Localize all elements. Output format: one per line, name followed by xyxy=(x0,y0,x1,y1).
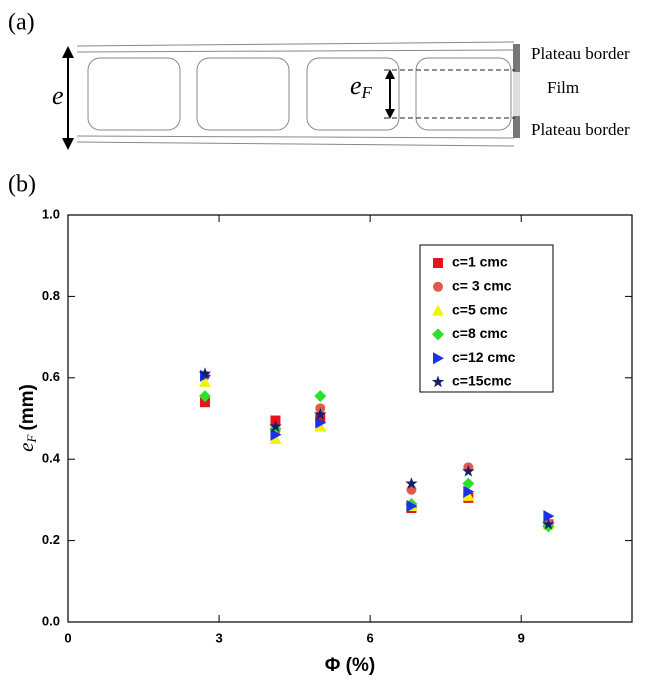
film-border xyxy=(76,41,515,47)
film-border xyxy=(76,49,515,53)
cell xyxy=(415,57,512,131)
point xyxy=(405,477,418,489)
y-axis-label: eF (mm) xyxy=(14,384,39,452)
point xyxy=(198,375,211,387)
symbol: e xyxy=(14,443,38,452)
point xyxy=(314,420,327,432)
legend-label: c=8 cmc xyxy=(452,325,508,341)
y-tick-label: 1.0 xyxy=(42,206,60,221)
diagram: (a) e eF Plateau border Film Plateau bor… xyxy=(8,10,630,150)
legend-label: c= 3 cmc xyxy=(452,278,512,294)
label: Film xyxy=(547,78,579,97)
y-tick-label: 0.4 xyxy=(42,451,61,466)
legend-label: c=1 cmc xyxy=(452,254,508,270)
point xyxy=(463,485,475,498)
arrow-head xyxy=(385,69,395,119)
unit: (mm) xyxy=(17,384,38,430)
film-border xyxy=(76,141,515,147)
label: Plateau border xyxy=(531,120,630,139)
x-axis-label: Φ (%) xyxy=(325,655,375,676)
point xyxy=(462,464,475,477)
point xyxy=(542,517,555,530)
legend-marker xyxy=(431,375,445,388)
panel-label: (b) xyxy=(8,172,36,198)
plot-frame xyxy=(67,214,633,623)
point xyxy=(314,407,327,420)
legend-marker xyxy=(433,352,444,365)
point xyxy=(270,428,282,441)
legend-marker xyxy=(432,304,444,316)
point xyxy=(462,477,475,490)
subscript: F xyxy=(361,83,373,102)
point xyxy=(406,484,417,495)
arrow-head xyxy=(62,46,74,150)
x-tick-label: 6 xyxy=(367,630,374,645)
film-symbol: eF xyxy=(350,71,373,102)
point xyxy=(269,420,282,432)
point xyxy=(199,397,210,408)
point xyxy=(198,390,211,403)
film-border xyxy=(76,135,515,139)
plateau-bar xyxy=(513,44,520,138)
legend-marker xyxy=(433,281,443,292)
plateau-bar xyxy=(513,116,520,138)
legend-box xyxy=(419,244,554,393)
cell xyxy=(196,57,290,131)
label: Plateau border xyxy=(531,44,630,63)
panel-label: (a) xyxy=(8,10,35,36)
y-tick-label: 0.8 xyxy=(42,288,60,303)
y-tick-label: 0.0 xyxy=(42,613,60,628)
legend-marker xyxy=(432,328,444,341)
point xyxy=(406,500,418,513)
y-tick-label: 0.6 xyxy=(42,369,60,384)
cell xyxy=(306,57,400,131)
legend-label: c=15cmc xyxy=(452,373,512,389)
plateau-bar xyxy=(513,44,520,72)
legend-label: c=12 cmc xyxy=(452,349,516,365)
legend-marker xyxy=(433,258,443,268)
point xyxy=(314,390,327,403)
y-tick-label: 0.2 xyxy=(42,532,60,547)
symbol: e xyxy=(350,71,362,100)
point xyxy=(543,510,555,523)
legend-label: c=5 cmc xyxy=(452,301,508,317)
x-tick-label: 3 xyxy=(215,630,222,645)
point xyxy=(269,432,282,444)
point xyxy=(462,489,475,501)
point xyxy=(315,416,327,429)
subscript: F xyxy=(24,434,39,444)
cell xyxy=(87,57,181,131)
point xyxy=(198,367,212,379)
x-tick-label: 9 xyxy=(518,630,525,645)
thickness-symbol: e xyxy=(52,81,64,110)
x-tick-label: 0 xyxy=(64,630,71,645)
